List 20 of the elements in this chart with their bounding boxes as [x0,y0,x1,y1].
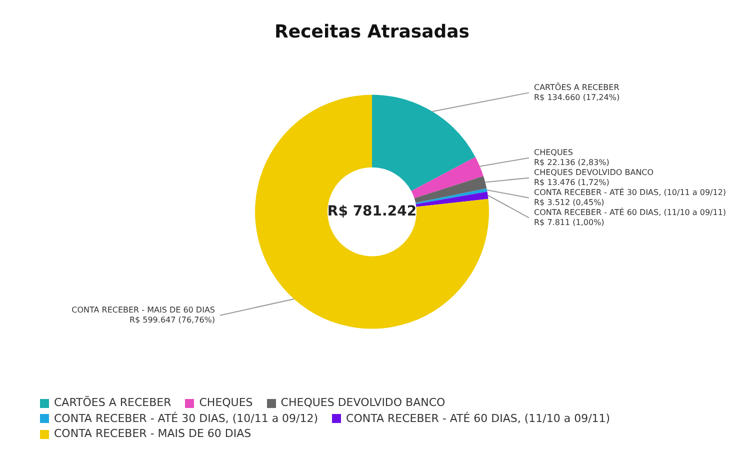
slice-label: CHEQUES DEVOLVIDO BANCO [534,168,654,177]
legend-label: CONTA RECEBER - MAIS DE 60 DIAS [54,427,252,441]
slice-label: CARTÕES A RECEBER [534,82,620,92]
data-label: R$ 7.811 (1,00%) [534,218,604,227]
slice-label: CONTA RECEBER - ATÉ 60 DIAS, (11/10 a 09/11) [534,206,726,217]
data-label: R$ 13.476 (1,72%) [534,178,610,187]
slice-label: CHEQUES [534,148,573,157]
legend-label: CONTA RECEBER - ATÉ 60 DIAS, (11/10 a 09/11) [346,412,610,426]
data-label: R$ 134.660 (17,24%) [534,92,620,102]
legend-label: CHEQUES DEVOLVIDO BANCO [280,396,446,410]
slice-label: CONTA RECEBER - MAIS DE 60 DIAS [72,305,215,314]
chart-title: Receitas Atrasadas [274,21,470,42]
text: R$ 781.242 [327,203,417,220]
data-label: R$ 599.647 (76,76%) [129,315,215,324]
legend-label: CONTA RECEBER - ATÉ 30 DIAS, (10/11 a 09/12) [54,412,318,426]
legend-label: CHEQUES [199,396,253,410]
slice-label: CONTA RECEBER - ATÉ 30 DIAS, (10/11 a 09/12) [534,186,726,197]
legend-label: CARTÕES A RECEBER [54,396,172,410]
data-label: R$ 3.512 (0,45%) [534,198,604,207]
data-label: R$ 22.136 (2,83%) [534,158,610,167]
